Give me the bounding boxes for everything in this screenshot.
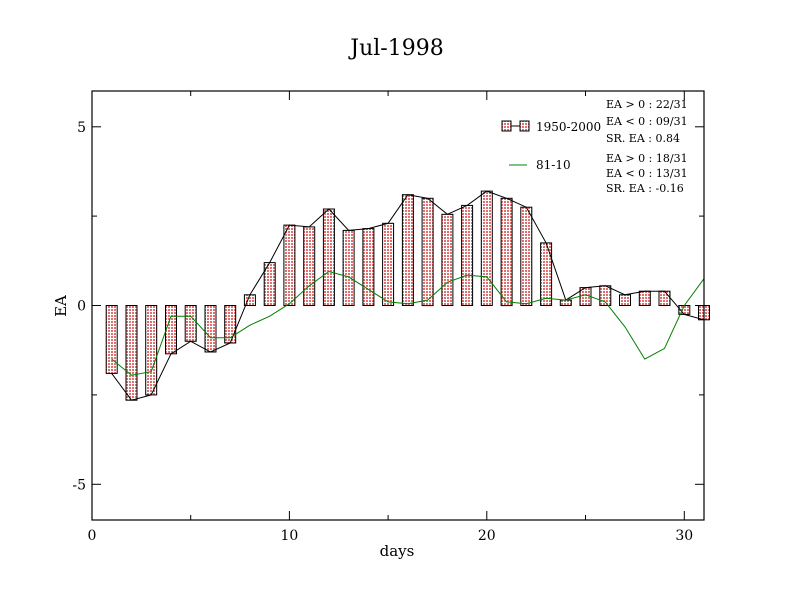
- line-1950-2000: [111, 190, 705, 401]
- x-tick-label: 20: [478, 528, 496, 544]
- x-tick-label: 0: [88, 528, 97, 544]
- bar-day-24: [559, 299, 572, 307]
- legend-label-1950-2000: 1950-2000: [536, 120, 601, 134]
- bar-day-27: [619, 294, 631, 306]
- bar-day-29: [658, 290, 671, 307]
- bar-day-22: [520, 206, 533, 306]
- line-81-10: [111, 270, 705, 376]
- bars-group: [105, 190, 710, 401]
- bar-day-18: [441, 213, 454, 306]
- lines-group: [111, 190, 705, 401]
- bar-day-14: [362, 228, 375, 307]
- stats-1950-2000-negative: EA < 0 : 09/31: [606, 115, 688, 128]
- bar-day-2: [125, 305, 138, 401]
- bar-day-3: [145, 305, 158, 396]
- bar-day-13: [342, 229, 355, 306]
- bar-day-20: [480, 190, 493, 307]
- stats-1950-2000-sr: SR. EA : 0.84: [606, 132, 680, 145]
- bar-day-12: [322, 208, 335, 306]
- stats-81-10-sr: SR. EA : -0.16: [606, 182, 684, 195]
- y-tick-label: 0: [77, 299, 86, 315]
- bar-day-21: [500, 197, 513, 307]
- x-tick-label: 30: [675, 528, 693, 544]
- legend: 1950-2000 81-10 EA > 0 : 22/31 EA < 0 : …: [501, 98, 688, 195]
- legend-label-81-10: 81-10: [536, 158, 571, 172]
- bar-day-4: [165, 305, 177, 355]
- bar-day-10: [283, 224, 296, 307]
- bar-day-1: [105, 305, 118, 374]
- bar-day-16: [401, 194, 414, 306]
- axes-group: 0 10 20 30 -5 0 5: [72, 90, 705, 544]
- stats-1950-2000-positive: EA > 0 : 22/31: [606, 98, 688, 111]
- legend-swatch-1950-2000-left: [501, 120, 512, 132]
- bar-day-11: [303, 226, 316, 306]
- bar-day-17: [421, 197, 434, 307]
- y-tick-label: -5: [72, 477, 86, 493]
- x-axis-label: days: [380, 542, 415, 560]
- x-tick-label: 10: [280, 528, 298, 544]
- bar-day-19: [461, 204, 474, 306]
- y-axis-label: EA: [52, 295, 70, 317]
- stats-81-10-positive: EA > 0 : 18/31: [606, 152, 688, 165]
- stats-81-10-negative: EA < 0 : 13/31: [606, 167, 688, 180]
- chart-title: Jul-1998: [348, 36, 443, 61]
- bar-day-28: [638, 290, 651, 307]
- bar-day-15: [382, 222, 395, 306]
- bar-day-5: [184, 305, 197, 342]
- legend-swatch-1950-2000-right: [519, 120, 530, 132]
- bar-day-23: [540, 242, 553, 306]
- y-tick-label: 5: [77, 120, 86, 136]
- bar-day-6: [204, 305, 217, 353]
